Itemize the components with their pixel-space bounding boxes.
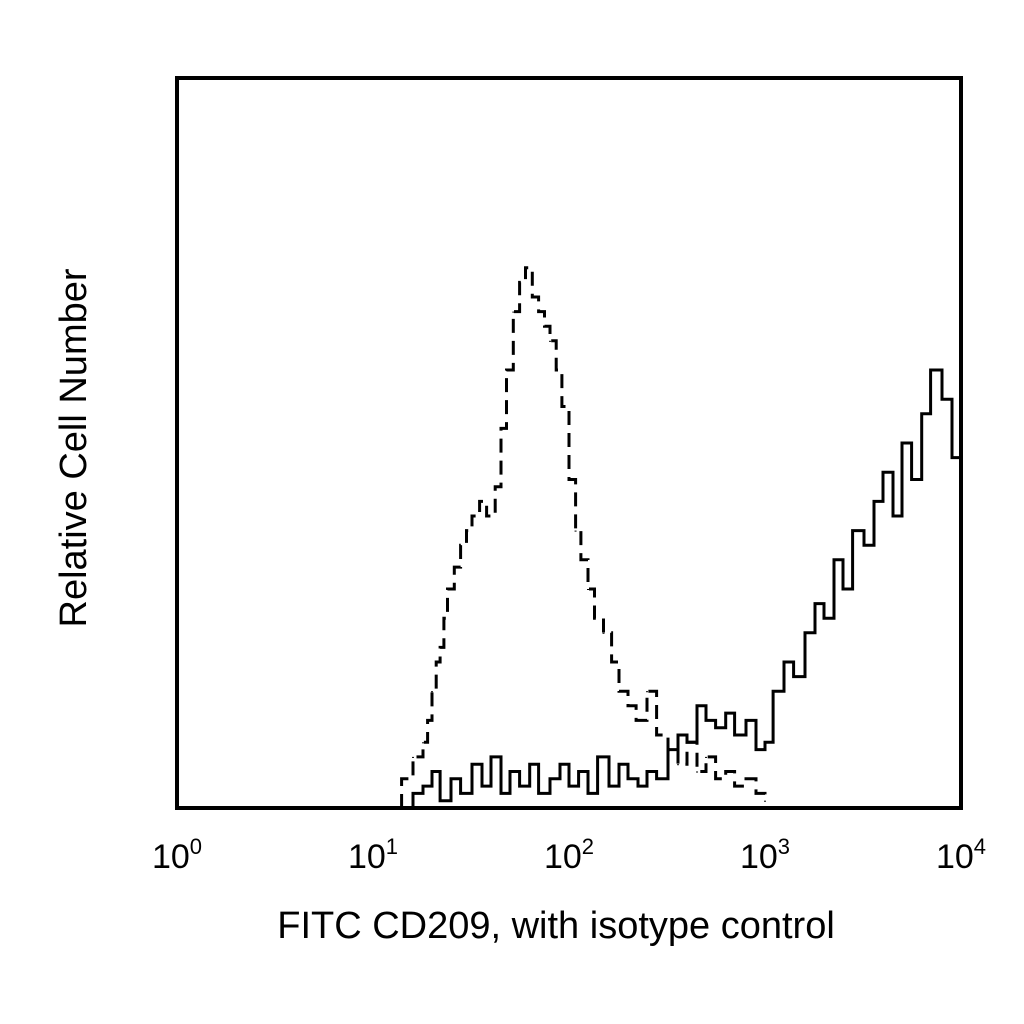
x-tick-label: 100: [152, 834, 202, 876]
x-tick-label: 101: [348, 834, 398, 876]
series-line-isotype-dashed: [400, 266, 767, 808]
series-line-stained-solid: [401, 297, 963, 810]
x-tick-label: 102: [544, 834, 594, 876]
series-layer: [400, 266, 963, 810]
x-axis-title: FITC CD209, with isotype control: [277, 905, 835, 947]
x-tick-label: 104: [936, 834, 986, 876]
x-tick-labels: 100 101 102 103 104: [152, 834, 986, 876]
x-tick-label: 103: [740, 834, 790, 876]
y-axis-title: Relative Cell Number: [53, 268, 95, 627]
